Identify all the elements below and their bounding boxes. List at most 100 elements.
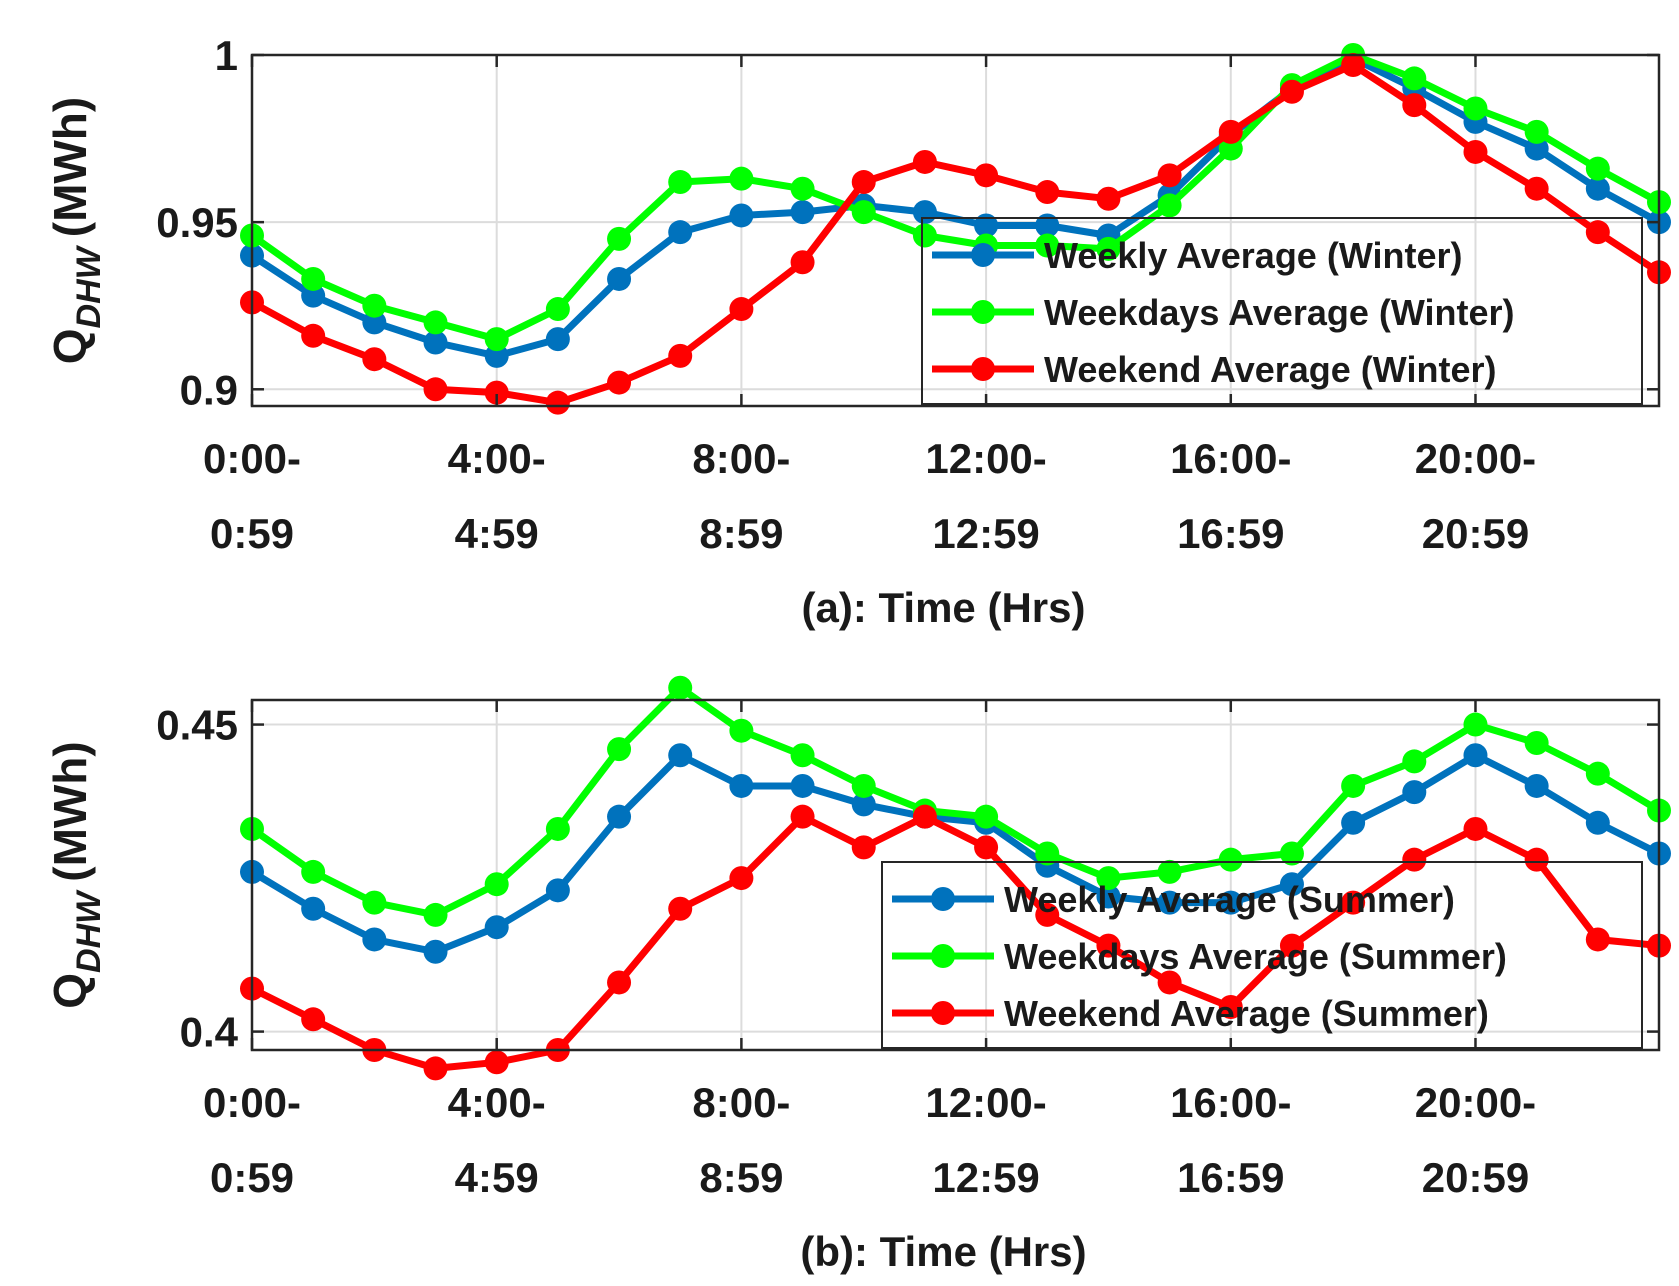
chart-a-series-1-point: [301, 266, 326, 291]
chart-b-series-2-point: [1218, 995, 1243, 1020]
chart-a-series-1-point: [1218, 136, 1243, 161]
chart-b-series-0-point: [607, 804, 632, 829]
chart-b-series-2-point: [851, 835, 876, 860]
chart-b-series-2-point: [912, 804, 937, 829]
chart-a-x-tick-label: 12:59: [932, 510, 1039, 557]
chart-b-x-tick-label: 0:59: [210, 1154, 294, 1201]
chart-a-series-1-point: [1524, 119, 1549, 144]
chart-b-series-1-point: [301, 859, 326, 884]
chart-b-y-tick-label: 0.4: [180, 1009, 239, 1056]
chart-b-series-1-point: [607, 737, 632, 762]
chart-a-legend: [921, 217, 1643, 405]
chart-b-x-tick-label: 20:00-: [1415, 1079, 1536, 1126]
chart-a-series-2-point: [545, 390, 570, 415]
chart-b-series-1-point: [1524, 730, 1549, 755]
chart-b-x-tick-label: 16:59: [1177, 1154, 1284, 1201]
chart-b-x-tick-label: 20:59: [1422, 1154, 1529, 1201]
chart-a-series-1-point: [790, 176, 815, 201]
chart-b-legend-label: Weekend Average (Summer): [1004, 993, 1489, 1034]
chart-b-x-tick-label: 16:00-: [1170, 1079, 1291, 1126]
chart-a-x-axis-label: (a): Time (Hrs): [802, 584, 1086, 631]
chart-b-series-1-point: [362, 890, 387, 915]
chart-b-series-1-point: [1157, 859, 1182, 884]
chart-a-series-1-point: [1035, 233, 1060, 258]
chart-a-y-tick-label: 0.9: [180, 366, 238, 413]
chart-b-series-1-point: [1035, 841, 1060, 866]
chart-a-series-2-point: [1218, 119, 1243, 144]
chart-b-y-axis-label: QDHW (MWh): [44, 741, 108, 1008]
chart-a-x-tick-label: 4:00-: [448, 435, 546, 482]
chart-a-y-axis-label: QDHW (MWh): [44, 97, 108, 364]
chart-a-series-2-point: [912, 149, 937, 174]
chart-a-legend-swatch-marker: [971, 357, 995, 381]
chart-b-series-0-point: [1585, 810, 1610, 835]
chart-b-series-0-point: [423, 939, 448, 964]
chart-a-series-2-point: [1341, 53, 1366, 78]
chart-b-series-2-point: [607, 970, 632, 995]
chart-b-series-2-point: [668, 896, 693, 921]
chart-a-x-tick-label: 16:00-: [1170, 435, 1291, 482]
chart-b-legend-swatch-marker: [931, 887, 955, 911]
chart-a-series-1-point: [1585, 156, 1610, 181]
chart-b-series-2-point: [1524, 847, 1549, 872]
chart-a-winter: 0:00- 0:59 4:00- 4:59 8:00- 8:59 12:00- 12:59 16…: [44, 32, 1671, 631]
chart-a-series-2-point: [1402, 93, 1427, 118]
chart-a-series-0-point: [1035, 213, 1060, 238]
chart-b-series-2-point: [1157, 970, 1182, 995]
chart-b-summer: 0:00- 0:59 4:00- 4:59 8:00- 8:59 12:00- 12:59 16…: [44, 675, 1671, 1275]
chart-b-series-1-point: [484, 872, 509, 897]
chart-b-series-1-point: [851, 773, 876, 798]
chart-a-series-2-point: [668, 343, 693, 368]
chart-b-y-axis-label-subscript: DHW: [70, 889, 108, 973]
chart-a-series-1-point: [607, 226, 632, 251]
chart-a-x-tick-label: 4:59: [455, 510, 539, 557]
chart-b-series-1-point: [974, 804, 999, 829]
chart-a-series-0-point: [1585, 176, 1610, 201]
chart-b-series-1-point: [1463, 712, 1488, 737]
chart-b-series-2-point: [484, 1050, 509, 1075]
chart-a-x-tick-label: 8:59: [699, 510, 783, 557]
chart-a-legend-swatch-marker: [971, 300, 995, 324]
chart-b-series-1-point: [545, 816, 570, 841]
chart-a-series-0-point: [423, 330, 448, 355]
chart-b-series-2-point: [729, 866, 754, 891]
chart-b-series-2-point: [790, 804, 815, 829]
chart-b-x-tick-label: 12:59: [932, 1154, 1039, 1201]
chart-a-x-tick-label: 20:00-: [1415, 435, 1536, 482]
chart-a-series-1-point: [362, 293, 387, 318]
chart-b-x-tick-label: 8:59: [699, 1154, 783, 1201]
chart-a-y-tick-label: 1: [215, 32, 238, 79]
chart-a-y-axis-label-subscript: DHW: [70, 244, 108, 328]
chart-a-series-1-point: [912, 223, 937, 248]
chart-b-series-0-point: [1096, 884, 1121, 909]
chart-a-series-0-point: [912, 200, 937, 225]
chart-a-axes-box: [250, 53, 1661, 408]
chart-a-series-0-point: [790, 200, 815, 225]
chart-b-series-1-point: [1402, 749, 1427, 774]
chart-a-series-2-point: [790, 250, 815, 275]
chart-a-series-2-point: [729, 297, 754, 322]
chart-a-series-2-point: [301, 323, 326, 348]
chart-a-legend-label: Weekend Average (Winter): [1044, 349, 1496, 390]
chart-a-series-2-point: [974, 163, 999, 188]
chart-a-series-0-point: [607, 266, 632, 291]
chart-b-series-1-point: [790, 743, 815, 768]
chart-b-y-axis-label-main: Q: [44, 973, 96, 1009]
chart-b-legend: [881, 861, 1643, 1049]
chart-a-series-0-point: [1524, 136, 1549, 161]
chart-b-series-2-point: [423, 1056, 448, 1081]
chart-a-series-1-point: [1096, 236, 1121, 261]
chart-b-x-tick-label: 12:00-: [925, 1079, 1046, 1126]
chart-a-series-1-point: [1402, 66, 1427, 91]
chart-b-x-tick-label: 0:00-: [203, 1079, 301, 1126]
chart-a-series-2-point: [484, 380, 509, 405]
chart-a-legend-label: Weekdays Average (Winter): [1044, 292, 1515, 333]
chart-b-series-1-point: [1218, 847, 1243, 872]
chart-b-series-0-point: [1463, 743, 1488, 768]
chart-a-series-1-point: [1157, 193, 1182, 218]
chart-a-series-2-point: [1096, 186, 1121, 211]
chart-a-series-1-point: [851, 200, 876, 225]
chart-b-series-1-point: [1341, 773, 1366, 798]
chart-a-x-tick-label: 12:00-: [925, 435, 1046, 482]
chart-b-series-2-point: [1585, 927, 1610, 952]
